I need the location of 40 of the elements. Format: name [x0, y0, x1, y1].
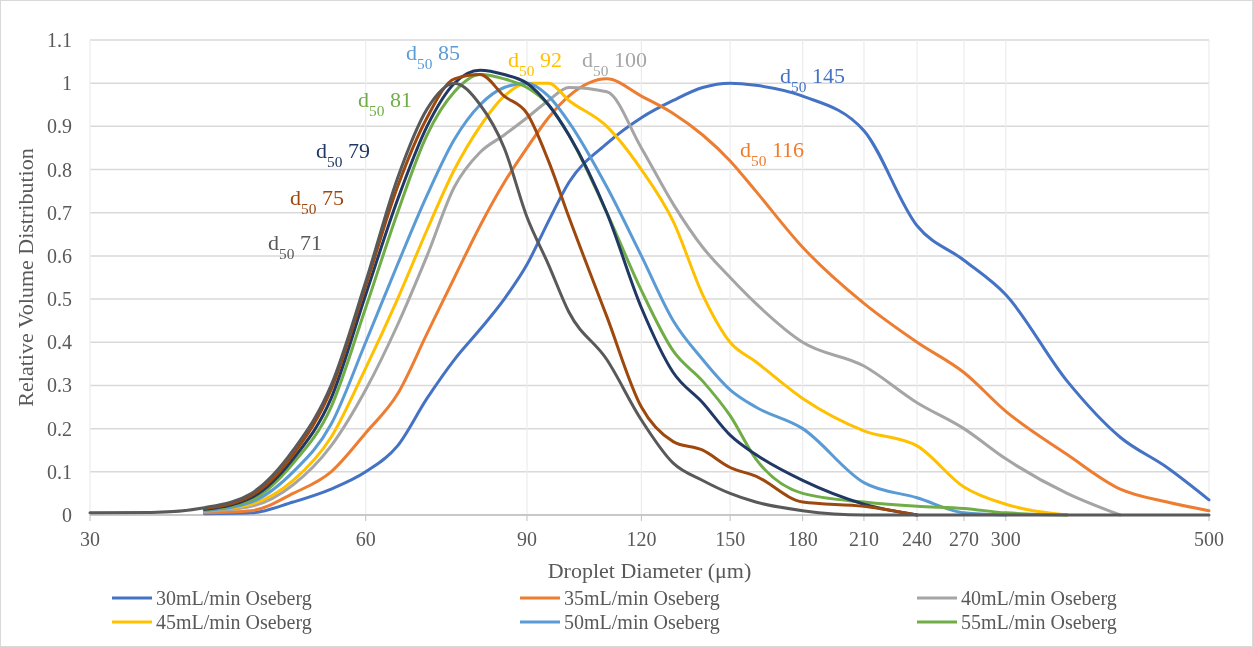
y-tick-label: 1.1	[47, 29, 72, 51]
y-axis-title: Relative Volume Distribution	[13, 148, 38, 407]
annotation: d$_{50}$ 75	[290, 185, 344, 217]
x-tick-label: 120	[626, 528, 657, 550]
y-tick-label: 1	[62, 72, 72, 95]
x-tick-label: 60	[355, 528, 376, 550]
y-tick-label: 0.3	[47, 374, 72, 397]
x-tick-label: 210	[848, 528, 879, 550]
y-tick-label: 0.8	[47, 158, 72, 181]
y-tick-label: 0.1	[47, 460, 72, 483]
y-tick-label: 0.2	[47, 417, 72, 440]
legend-label: 40mL/min Oseberg	[961, 587, 1117, 610]
annotation: d$_{50}$ 81	[358, 87, 412, 119]
annotation: d$_{50}$ 79	[316, 138, 370, 170]
y-tick-label: 0.6	[47, 244, 72, 267]
legend-label: 50mL/min Oseberg	[564, 611, 720, 634]
legend-label: 35mL/min Oseberg	[564, 587, 720, 610]
annotation: d$_{50}$ 145	[780, 63, 845, 95]
y-tick-label: 0.7	[47, 201, 72, 224]
x-tick-label: 500	[1194, 528, 1224, 550]
y-tick-label: 0.4	[47, 331, 72, 354]
annotation: d$_{50}$ 116	[740, 137, 805, 169]
legend-label: 55mL/min Oseberg	[961, 611, 1117, 634]
x-tick-label: 300	[990, 528, 1021, 550]
y-tick-label: 0	[62, 504, 72, 526]
y-tick-label: 0.5	[47, 288, 72, 311]
annotation: d$_{50}$ 92	[508, 47, 562, 79]
x-tick-label: 270	[948, 528, 979, 550]
x-tick-label: 180	[787, 528, 818, 550]
x-tick-label: 90	[516, 528, 537, 550]
legend-label: 30mL/min Oseberg	[156, 587, 312, 610]
annotation: d$_{50}$ 71	[268, 230, 322, 262]
x-tick-label: 150	[715, 528, 746, 550]
annotation: d$_{50}$ 100	[582, 47, 647, 79]
x-tick-label: 240	[902, 528, 933, 550]
x-axis-title: Droplet Diameter (μm)	[547, 558, 752, 583]
legend-label: 45mL/min Oseberg	[156, 611, 312, 634]
y-tick-label: 0.9	[47, 115, 72, 138]
x-tick-label: 30	[80, 528, 100, 550]
annotation: d$_{50}$ 85	[406, 40, 460, 72]
